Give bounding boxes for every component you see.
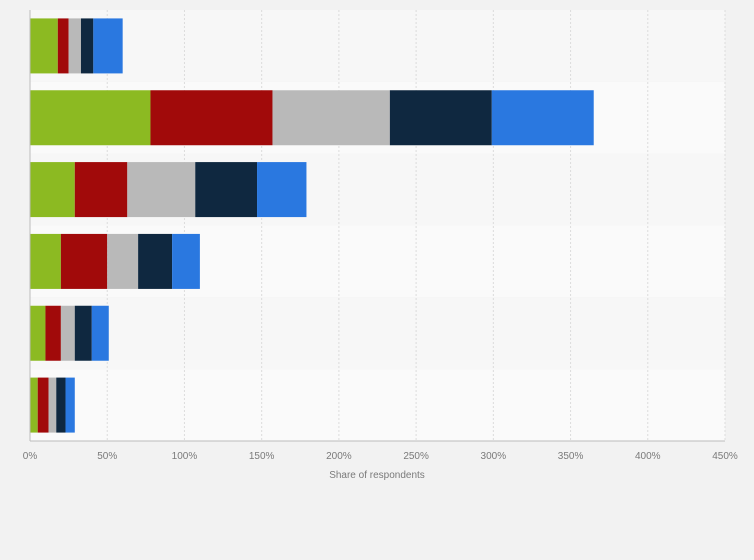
bars (30, 18, 594, 433)
bar-segment (127, 162, 196, 218)
bar-segment (172, 233, 200, 289)
bar-segment (491, 90, 594, 146)
x-tick-label: 450% (712, 451, 738, 462)
bar-segment (65, 377, 75, 433)
bar-segment (272, 90, 390, 146)
bar-segment (30, 233, 61, 289)
bar-segment (150, 90, 273, 146)
x-tick-label: 0% (23, 451, 38, 462)
bar-segment (30, 90, 151, 146)
row-bands (30, 10, 725, 441)
bar-segment (74, 162, 128, 218)
bar-segment (45, 305, 61, 361)
bar-segment (30, 305, 46, 361)
bar-segment (93, 18, 123, 74)
x-tick-labels: 0% 50% 100% 150% 200% 250% 300% 350% 400% 450% (23, 451, 738, 462)
x-tick-label: 250% (403, 451, 429, 462)
x-axis-title: Share of respondents (329, 470, 425, 481)
x-tick-label: 400% (635, 451, 661, 462)
bar-segment (60, 305, 75, 361)
bar-segment (195, 162, 258, 218)
bar-segment (60, 233, 108, 289)
axes (29, 10, 725, 442)
bar-segment (30, 162, 75, 218)
row-band (30, 297, 725, 370)
row-band (30, 10, 725, 82)
x-tick-label: 200% (326, 451, 352, 462)
x-tick-label: 50% (97, 451, 117, 462)
bar-segment (68, 18, 81, 74)
bar-segment (257, 162, 307, 218)
bar-segment (57, 18, 69, 74)
x-tick-label: 350% (558, 451, 584, 462)
bar-segment (30, 377, 38, 433)
x-tick-label: 150% (249, 451, 275, 462)
x-tick-label: 100% (172, 451, 198, 462)
bar-segment (107, 233, 139, 289)
bar-segment (80, 18, 94, 74)
bar-segment (74, 305, 92, 361)
bar-segment (389, 90, 492, 146)
bar-segment (37, 377, 49, 433)
x-tick-label: 300% (481, 451, 507, 462)
bar-segment (30, 18, 58, 74)
bar-segment (91, 305, 109, 361)
bar-segment (138, 233, 173, 289)
row-band (30, 369, 725, 441)
bar-segment (56, 377, 66, 433)
bar-segment (48, 377, 57, 433)
